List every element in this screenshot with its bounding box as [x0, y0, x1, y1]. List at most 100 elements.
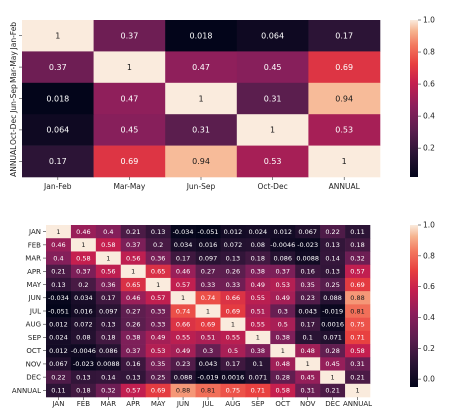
- heatmap-cell-dec-dec: [320, 370, 346, 385]
- heatmap-cell-annual-may: [145, 383, 171, 398]
- heatmap-cell-sep-jan: [46, 330, 72, 345]
- heatmap-cell-sep-annual: [345, 330, 371, 345]
- heatmap-cell-sep-may: [145, 330, 171, 345]
- colorbar-tick-label: 0.2: [423, 344, 435, 353]
- heatmap-cell-annual-jun-sep: [165, 145, 238, 178]
- heatmap-cell-oct-dec-jan-feb: [22, 114, 94, 146]
- heatmap-cell-aug-oct: [270, 317, 296, 332]
- heatmap-cell-jul-aug: [220, 304, 246, 318]
- heatmap-cell-mar-may-mar-may: [93, 51, 166, 84]
- heatmap-cell-jan-dec: [320, 225, 346, 239]
- heatmap-cell-apr-oct: [270, 264, 296, 279]
- heatmap-cell-mar-dec: [320, 251, 346, 265]
- heatmap-cell-mar-may: [145, 251, 171, 265]
- heatmap-cell-may-jul: [195, 277, 221, 292]
- heatmap-cell-nov-nov: [295, 357, 321, 371]
- heatmap-cell-annual-jan-feb: [22, 145, 94, 178]
- heatmap-cell-aug-annual: [345, 317, 371, 332]
- heatmap-cell-apr-jun: [170, 264, 196, 279]
- heatmap-cell-sep-sep: [245, 330, 271, 345]
- heatmap-cell-nov-jan: [46, 357, 72, 371]
- heatmap-cell-apr-jan: [46, 264, 72, 279]
- heatmap-cell-jul-may: [145, 304, 171, 318]
- heatmap-cell-jul-jul: [195, 304, 221, 318]
- x-tick-label: AUG: [225, 400, 240, 408]
- heatmap-cell-feb-may: [145, 238, 171, 252]
- heatmap-cell-feb-mar: [95, 238, 122, 252]
- heatmap-cell-oct-dec-annual: [308, 114, 381, 146]
- heatmap-cell-jul-apr: [120, 304, 146, 318]
- heatmap-cell-annual-aug: [220, 383, 246, 398]
- heatmap-cell-jun-jan: [46, 291, 72, 305]
- heatmap-cell-sep-nov: [295, 330, 321, 345]
- heatmap-cell-jun-annual: [345, 291, 371, 305]
- heatmap-cell-annual-dec: [320, 383, 346, 398]
- heatmap-cell-nov-apr: [120, 357, 146, 371]
- x-tick-label: Mar-May: [113, 182, 145, 191]
- heatmap-cell-mar-may-jun-sep: [165, 51, 238, 84]
- heatmap-cell-jan-nov: [295, 225, 321, 239]
- x-tick-label: SEP: [251, 400, 264, 408]
- heatmap-cell-oct-nov: [295, 344, 321, 358]
- heatmap-cell-jul-feb: [70, 304, 97, 318]
- heatmap-cell-nov-feb: [70, 357, 97, 371]
- heatmap-cell-sep-oct: [270, 330, 296, 345]
- heatmap-cell-jun-mar: [95, 291, 122, 305]
- heatmap-cell-jun-jun: [170, 291, 196, 305]
- heatmap-cell-jul-nov: [295, 304, 321, 318]
- heatmap-cell-dec-sep: [245, 370, 271, 385]
- heatmap-cell-jan-jul: [195, 225, 221, 239]
- heatmap-cell-jun-sep-jan-feb: [22, 82, 94, 115]
- heatmap-cell-jan-feb-jun-sep: [165, 20, 238, 52]
- heatmap-cell-aug-sep: [245, 317, 271, 332]
- x-tick-label: ANNUAL: [329, 182, 361, 191]
- heatmap-cell-jun-sep-annual: [308, 82, 381, 115]
- heatmap-cell-nov-annual: [345, 357, 371, 371]
- heatmap-cell-nov-mar: [95, 357, 122, 371]
- heatmap-cell-may-apr: [120, 277, 146, 292]
- colorbar-tick-label: 0.8: [423, 251, 435, 260]
- colorbar-tick-label: 0.6: [423, 80, 435, 89]
- heatmap-cell-jun-apr: [120, 291, 146, 305]
- heatmap-cell-aug-jun: [170, 317, 196, 332]
- heatmap-cell-jan-annual: [345, 225, 371, 239]
- heatmap-cell-feb-feb: [70, 238, 97, 252]
- heatmap-cell-aug-may: [145, 317, 171, 332]
- heatmap-cell-mar-jul: [195, 251, 221, 265]
- x-tick-label: ANNUAL: [343, 400, 372, 408]
- heatmap-cell-mar-mar: [95, 251, 122, 265]
- heatmap-cell-nov-may: [145, 357, 171, 371]
- heatmap-cell-feb-nov: [295, 238, 321, 252]
- y-tick-label: Jun-Sep: [9, 84, 18, 114]
- heatmap-cell-mar-feb: [70, 251, 97, 265]
- colorbar-seasonal: 1.0 0.8 0.6 0.4 0.2: [410, 16, 435, 177]
- heatmap-cell-jan-apr: [120, 225, 146, 239]
- y-tick-label: NOV: [26, 360, 42, 368]
- heatmap-cell-dec-jun: [170, 370, 196, 385]
- y-tick-label: ANNUAL: [9, 145, 18, 177]
- heatmap-cell-may-jan: [46, 277, 72, 292]
- colorbar-tick-label: 0.6: [423, 282, 435, 291]
- heatmap-cell-aug-mar: [95, 317, 122, 332]
- heatmap-cell-mar-may-oct-dec: [236, 51, 309, 84]
- heatmap-cell-sep-apr: [120, 330, 146, 345]
- heatmap-cell-oct-jul: [195, 344, 221, 358]
- heatmap-cell-feb-aug: [220, 238, 246, 252]
- y-tick-label: JUL: [29, 307, 41, 315]
- heatmap-cell-apr-sep: [245, 264, 271, 279]
- heatmap-cell-feb-jan: [46, 238, 72, 252]
- heatmap-cell-jun-oct: [270, 291, 296, 305]
- heatmap-cell-nov-aug: [220, 357, 246, 371]
- x-tick-label: FEB: [77, 400, 90, 408]
- heatmap-cell-feb-jun: [170, 238, 196, 252]
- heatmap-cell-annual-oct-dec: [236, 145, 309, 178]
- y-tick-label: MAR: [25, 255, 41, 263]
- x-tick-label: JAN: [51, 400, 64, 408]
- heatmap-cell-apr-mar: [95, 264, 122, 279]
- y-tick-label: Jan-Feb: [9, 22, 18, 51]
- heatmap-cell-jun-sep-mar-may: [93, 82, 166, 115]
- heatmap-cell-aug-nov: [295, 317, 321, 332]
- x-tick-label: JUL: [201, 400, 213, 408]
- heatmap-cell-jan-feb-annual: [308, 20, 381, 52]
- heatmap-cell-may-feb: [70, 277, 97, 292]
